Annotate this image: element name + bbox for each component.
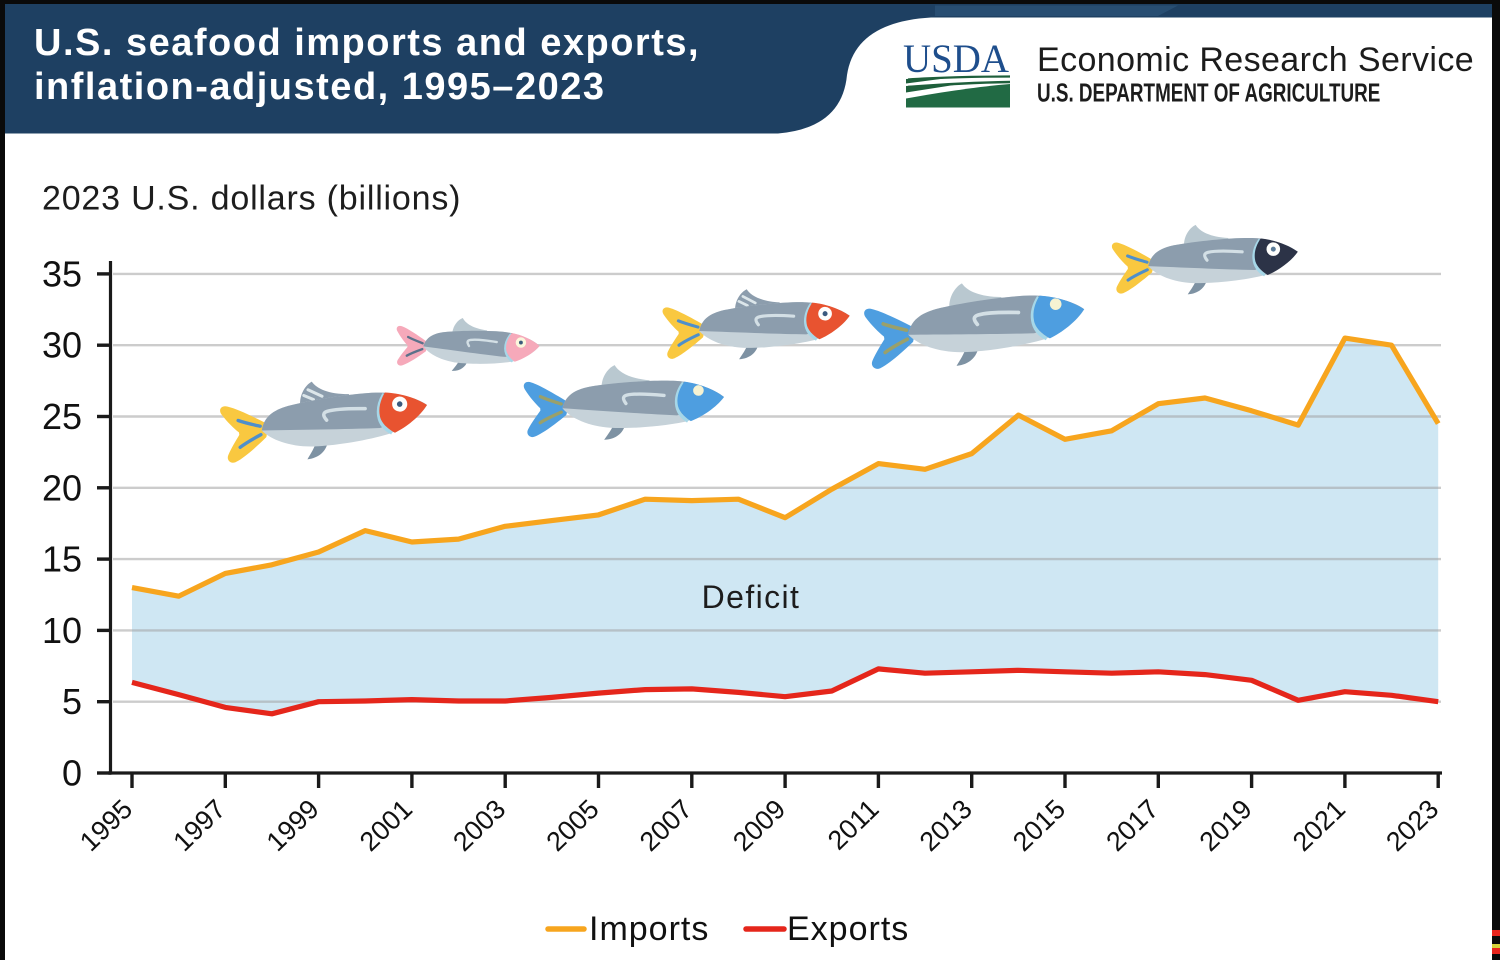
svg-text:35: 35 [42, 253, 82, 294]
svg-text:5: 5 [62, 681, 82, 722]
svg-text:Imports: Imports [589, 910, 709, 948]
svg-text:Exports: Exports [787, 910, 909, 948]
svg-text:25: 25 [42, 396, 82, 437]
svg-text:20: 20 [42, 467, 82, 508]
svg-text:inflation-adjusted, 1995–2023: inflation-adjusted, 1995–2023 [34, 66, 605, 108]
svg-text:30: 30 [42, 325, 82, 366]
svg-text:Economic Research Service: Economic Research Service [1037, 41, 1474, 79]
svg-text:U.S. seafood imports and expor: U.S. seafood imports and exports, [34, 22, 700, 64]
svg-text:2023 U.S. dollars (billions): 2023 U.S. dollars (billions) [42, 180, 461, 218]
svg-text:USDA: USDA [903, 36, 1009, 81]
svg-text:15: 15 [42, 539, 82, 580]
svg-text:U.S. DEPARTMENT OF AGRICULTURE: U.S. DEPARTMENT OF AGRICULTURE [1037, 79, 1380, 107]
svg-text:0: 0 [62, 753, 82, 794]
svg-text:10: 10 [42, 610, 82, 651]
svg-text:Deficit: Deficit [702, 579, 801, 615]
